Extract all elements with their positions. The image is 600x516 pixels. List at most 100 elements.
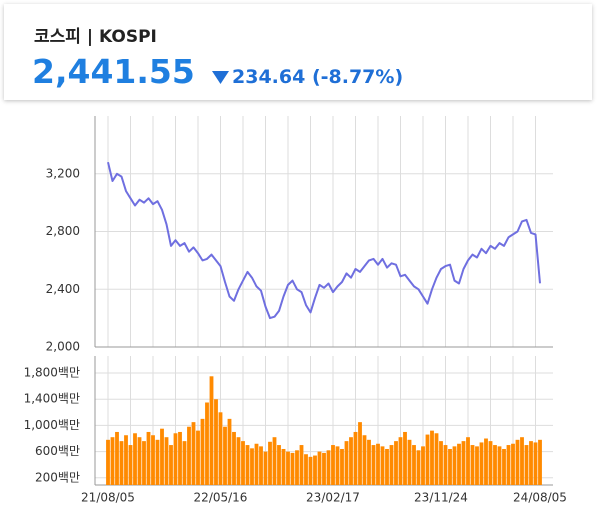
- volume-bar: [250, 448, 254, 485]
- y-tick-label: 2,400: [46, 282, 80, 296]
- price: 2,441.55: [32, 52, 195, 91]
- volume-bar: [434, 433, 439, 485]
- volume-bar: [430, 430, 434, 485]
- volume-bar: [484, 438, 488, 485]
- header-card: 코스피 | KOSPI 2,441.55 234.64 (-8.77%): [4, 4, 592, 100]
- title: 코스피 | KOSPI: [34, 27, 157, 47]
- volume-bar: [367, 439, 371, 485]
- volume-bar: [295, 450, 299, 485]
- y-tick-label: 2,000: [46, 340, 80, 354]
- volume-bar: [263, 451, 268, 485]
- volume-bar: [443, 445, 448, 485]
- volume-bar: [524, 445, 529, 485]
- volume-bar: [200, 418, 205, 485]
- volume-bar: [398, 437, 403, 485]
- volume-bar: [191, 422, 196, 485]
- volume-bar: [241, 441, 245, 485]
- volume-bar: [232, 431, 236, 485]
- volume-bar: [227, 418, 232, 485]
- volume-bar: [259, 446, 263, 485]
- volume-bar: [515, 439, 520, 485]
- volume-bar: [133, 433, 137, 485]
- price-line: [107, 161, 541, 320]
- volume-bar: [164, 437, 169, 485]
- x-tick-label: 23/11/24: [414, 491, 468, 505]
- volume-bar: [119, 441, 124, 485]
- volume-bar: [196, 430, 200, 485]
- volume-bar: [313, 455, 317, 485]
- volume-bar: [407, 439, 412, 485]
- volume-bar: [124, 435, 128, 485]
- volume-bar: [376, 443, 380, 485]
- y-tick-label: 1,000백만: [24, 418, 80, 432]
- volume-bar: [245, 445, 250, 485]
- volume-bar: [155, 439, 160, 485]
- y-tick-label: 1,800백만: [24, 366, 80, 380]
- volume-bar: [290, 452, 295, 485]
- volume-bar: [236, 437, 241, 485]
- volume-bar: [106, 439, 110, 485]
- volume-bar: [439, 441, 443, 485]
- volume-bar: [317, 451, 322, 485]
- volume-bar: [223, 426, 227, 485]
- volume-bar: [322, 452, 326, 485]
- volume-bar: [286, 451, 290, 485]
- volume-bar: [362, 435, 367, 485]
- volume-bar: [281, 448, 286, 485]
- volume-bar: [254, 443, 259, 485]
- x-tick-label: 24/08/05: [513, 491, 567, 505]
- volume-bar: [218, 412, 223, 485]
- volume-bar: [353, 431, 358, 485]
- change: 234.64 (-8.77%): [212, 66, 403, 88]
- volume-bar: [412, 445, 416, 485]
- volume-bar: [425, 434, 430, 485]
- volume-bar: [371, 445, 376, 485]
- volume-bar: [475, 446, 479, 485]
- volume-bar: [178, 431, 182, 485]
- change-percent: (-8.77%): [311, 66, 404, 88]
- volume-bar: [331, 445, 335, 485]
- volume-bar: [137, 437, 142, 485]
- volume-bar: [277, 445, 281, 485]
- x-tick-label: 23/02/17: [306, 491, 360, 505]
- y-tick-label: 200백만: [35, 470, 80, 484]
- y-tick-label: 3,200: [46, 166, 80, 180]
- y-tick-label: 1,400백만: [24, 392, 80, 406]
- volume-bar: [479, 442, 484, 485]
- volume-bar: [151, 435, 155, 485]
- volume-bar: [326, 450, 331, 485]
- volume-bar: [272, 437, 277, 485]
- volume-bar: [493, 445, 497, 485]
- volume-bar: [529, 441, 533, 485]
- x-tick-label: 21/08/05: [81, 491, 135, 505]
- volume-bar: [209, 376, 214, 485]
- volume-bar: [394, 441, 398, 485]
- volume-bar: [538, 439, 542, 485]
- y-tick-label: 600백만: [35, 444, 80, 458]
- volume-bar: [358, 422, 362, 485]
- volume-bar: [461, 441, 466, 485]
- volume-bar: [520, 437, 524, 485]
- volume-bar: [416, 450, 421, 485]
- volume-bar: [380, 446, 385, 485]
- volume-bar: [344, 441, 349, 485]
- volume-bar: [421, 446, 425, 485]
- volume-bar: [511, 443, 515, 485]
- volume-bar: [470, 445, 475, 485]
- volume-bar: [497, 446, 502, 485]
- volume-bar: [308, 456, 313, 485]
- volume-bar: [214, 399, 218, 485]
- volume-bar: [142, 441, 146, 485]
- y-tick-label: 2,800: [46, 224, 80, 238]
- volume-bar: [169, 445, 173, 485]
- volume-bar: [205, 402, 209, 485]
- volume-bar: [128, 445, 133, 485]
- volume-bar: [110, 437, 115, 485]
- volume-bar: [466, 437, 470, 485]
- volume-bar: [403, 431, 407, 485]
- volume-bar: [502, 448, 506, 485]
- volume-bar: [506, 445, 511, 485]
- volume-bar: [488, 441, 493, 485]
- volume-bar: [385, 448, 389, 485]
